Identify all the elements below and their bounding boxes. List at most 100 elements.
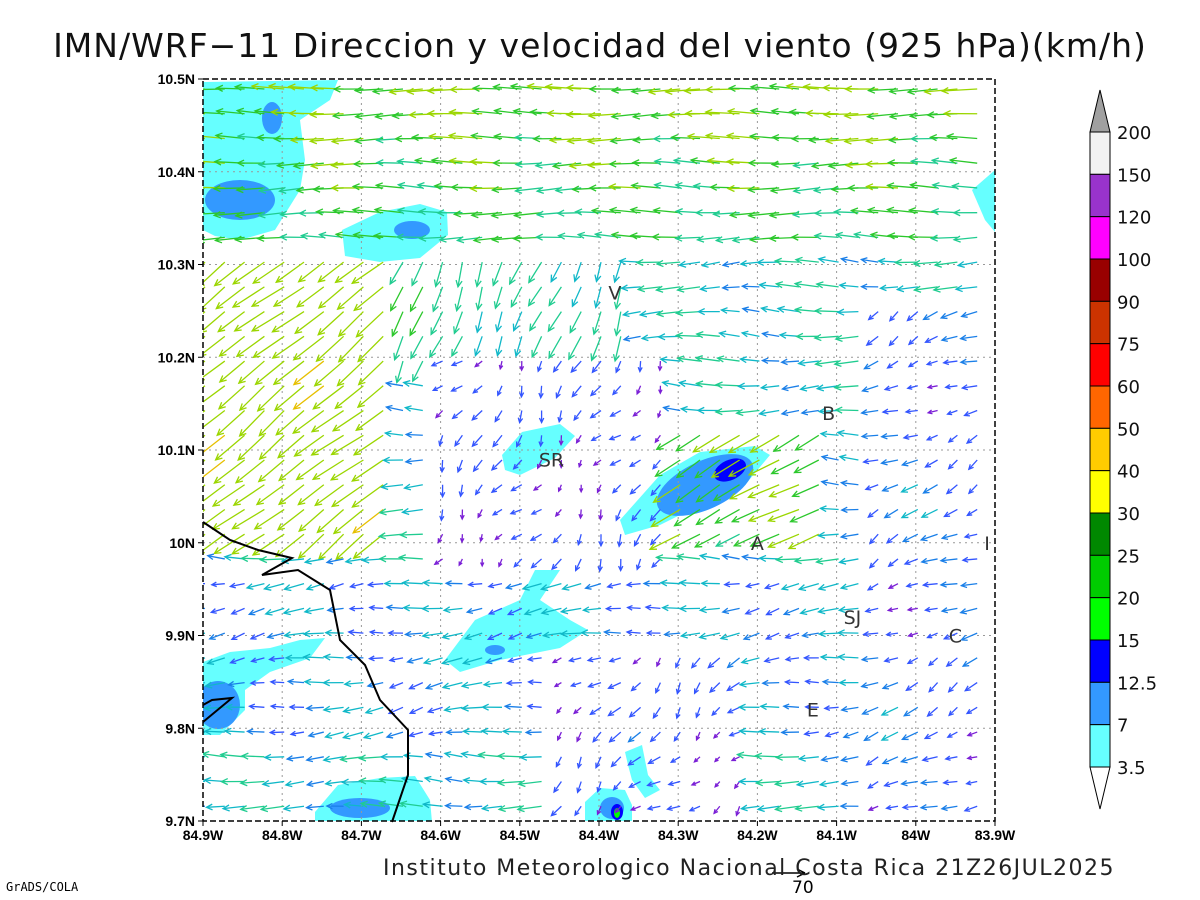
wind-vector <box>512 311 523 332</box>
wind-vector <box>948 157 978 165</box>
wind-vector <box>203 286 206 290</box>
wind-vector <box>922 484 938 494</box>
wind-vector <box>860 655 879 663</box>
wind-vector <box>768 211 800 219</box>
wind-vector <box>551 657 562 664</box>
shade-area <box>205 180 275 220</box>
wind-vector <box>592 311 602 336</box>
wind-vector <box>402 379 423 387</box>
wind-vector <box>813 232 839 240</box>
wind-vector <box>792 161 819 169</box>
wind-vector <box>678 605 701 613</box>
colorbar-box <box>1089 681 1111 726</box>
wind-vector <box>767 533 800 549</box>
wind-vector <box>405 87 443 95</box>
wind-vector <box>695 508 721 526</box>
wind-vector <box>789 508 820 523</box>
wind-vector <box>366 681 384 689</box>
wind-vector <box>923 731 938 740</box>
wind-vector <box>203 727 225 736</box>
wind-vector <box>753 752 780 760</box>
wind-vector <box>507 657 522 664</box>
wind-vector <box>761 331 780 338</box>
y-tick-label: 10.4N <box>158 164 195 180</box>
wind-vector <box>940 87 978 95</box>
x-tick-label: 84.4W <box>579 827 620 843</box>
wind-vector <box>449 85 483 94</box>
wind-vector <box>726 657 741 669</box>
coastline <box>202 696 236 723</box>
wind-vector <box>526 656 542 662</box>
wind-vector <box>498 360 504 371</box>
wind-vector <box>900 459 918 467</box>
wind-vector <box>834 231 859 239</box>
wind-vector <box>907 360 919 368</box>
wind-vector <box>908 181 938 190</box>
wind-vector <box>635 258 661 267</box>
wind-vector <box>904 408 918 415</box>
colorbar-box <box>1089 173 1111 218</box>
wind-vector <box>663 630 681 638</box>
wind-vector <box>538 435 544 448</box>
wind-vector <box>406 657 423 664</box>
wind-vector <box>557 410 563 424</box>
wind-vector <box>474 336 483 357</box>
wind-vector <box>465 607 483 614</box>
colorbar-arrow-top <box>1089 89 1111 133</box>
wind-vector <box>312 185 344 193</box>
wind-vector <box>767 508 800 523</box>
wind-vector <box>349 582 364 589</box>
wind-vector <box>336 286 364 311</box>
wind-vector <box>677 260 701 268</box>
wind-vector <box>834 334 859 342</box>
wind-vector <box>550 261 562 283</box>
wind-vector <box>840 705 859 713</box>
wind-vector <box>860 681 879 689</box>
wind-vector <box>420 605 443 613</box>
wind-vector <box>394 135 423 143</box>
wind-vector <box>674 309 701 317</box>
wind-vector <box>313 360 345 387</box>
wind-vector <box>441 632 463 640</box>
wind-vector <box>610 86 641 94</box>
wind-vector <box>769 186 800 194</box>
wind-vector <box>231 261 265 285</box>
wind-vector <box>688 805 701 812</box>
wind-vector <box>203 776 225 785</box>
wind-vector <box>460 704 483 712</box>
wind-vector <box>595 756 602 769</box>
wind-vector <box>459 534 465 544</box>
wind-vector <box>684 109 720 118</box>
wind-vector <box>547 311 562 333</box>
wind-vector <box>432 286 444 313</box>
wind-vector <box>284 780 305 788</box>
wind-vector <box>731 236 760 244</box>
wind-vector <box>739 259 760 267</box>
wind-vector <box>627 731 642 743</box>
wind-vector <box>693 756 701 763</box>
wind-vector <box>780 384 800 392</box>
wind-vector <box>397 554 423 562</box>
footer-credit: Instituto Meteorologico Nacional Costa R… <box>383 856 1116 881</box>
wind-vector <box>709 682 721 694</box>
wind-vector <box>561 583 582 591</box>
wind-vector <box>324 731 344 739</box>
wind-vector <box>336 360 364 387</box>
wind-vector <box>322 755 344 763</box>
wind-vector <box>203 533 226 554</box>
wind-vector <box>544 83 582 91</box>
wind-vector <box>863 731 879 742</box>
wind-vector <box>966 508 978 517</box>
wind-vector <box>764 632 780 640</box>
wind-vector <box>322 653 344 661</box>
wind-vector <box>426 86 463 95</box>
wind-vector <box>505 679 522 687</box>
wind-vector <box>631 159 661 167</box>
wind-vector <box>881 681 899 690</box>
wind-vector <box>377 800 404 808</box>
wind-vector <box>293 434 325 457</box>
wind-vector <box>919 533 938 542</box>
wind-vector <box>860 432 879 440</box>
wind-vector <box>513 186 542 194</box>
wind-vector <box>621 310 641 318</box>
